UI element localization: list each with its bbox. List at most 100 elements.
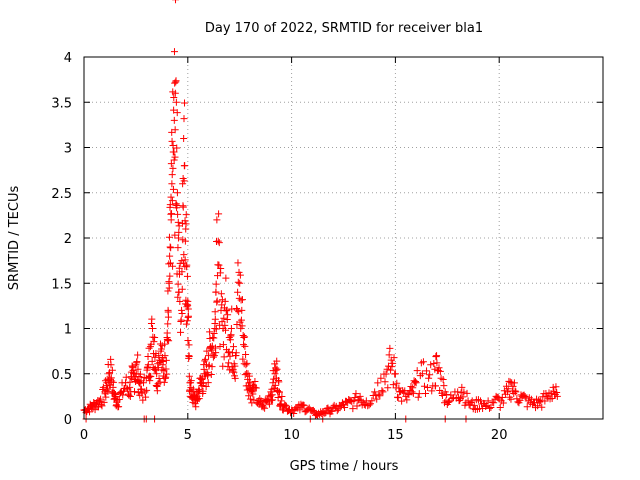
- data-point: [548, 395, 556, 403]
- data-point: [275, 388, 283, 396]
- data-point: [536, 398, 544, 406]
- data-point: [487, 403, 495, 411]
- data-point: [484, 397, 492, 405]
- data-point: [309, 406, 317, 414]
- data-point: [541, 397, 549, 405]
- data-point: [511, 387, 519, 395]
- data-point: [371, 388, 379, 396]
- data-point: [227, 331, 235, 339]
- data-point: [134, 351, 142, 359]
- data-point: [251, 378, 259, 386]
- data-point: [142, 393, 150, 401]
- data-point: [516, 396, 524, 404]
- data-point: [171, 153, 179, 161]
- data-point: [394, 394, 402, 402]
- data-point: [177, 316, 185, 324]
- data-point: [212, 325, 220, 333]
- data-point: [386, 344, 394, 352]
- data-point: [241, 342, 249, 350]
- y-tick-label: 2.5: [51, 187, 72, 202]
- data-point: [155, 352, 163, 360]
- data-point: [134, 365, 142, 373]
- data-point: [184, 312, 192, 320]
- data-point: [168, 210, 176, 218]
- data-point: [425, 374, 433, 382]
- data-point: [504, 388, 512, 396]
- data-point: [273, 365, 281, 373]
- data-point: [105, 370, 113, 378]
- data-point: [182, 211, 190, 219]
- data-point: [181, 162, 189, 170]
- data-point: [225, 359, 233, 367]
- data-point: [409, 389, 417, 397]
- data-point: [217, 264, 225, 272]
- data-point: [166, 272, 174, 280]
- data-point: [173, 109, 181, 117]
- data-point: [181, 237, 189, 245]
- data-point: [180, 115, 188, 123]
- data-point: [336, 402, 344, 410]
- data-point: [395, 384, 403, 392]
- data-point: [523, 403, 531, 411]
- data-point: [467, 398, 475, 406]
- data-point: [169, 141, 177, 149]
- data-point: [245, 392, 253, 400]
- data-point: [321, 409, 329, 417]
- chart-title: Day 170 of 2022, SRMTID for receiver bla…: [205, 21, 483, 36]
- data-point: [240, 334, 248, 342]
- data-point: [412, 379, 420, 387]
- data-point: [463, 389, 471, 397]
- data-point: [213, 216, 221, 224]
- data-point: [391, 370, 399, 378]
- data-point: [176, 298, 184, 306]
- data-point: [433, 359, 441, 367]
- data-point: [177, 328, 185, 336]
- data-point: [169, 262, 177, 270]
- data-point: [173, 202, 181, 210]
- data-point: [430, 359, 438, 367]
- data-point: [140, 379, 148, 387]
- data-point: [187, 377, 195, 385]
- data-point: [213, 298, 221, 306]
- data-point: [209, 353, 217, 361]
- data-point: [553, 392, 561, 400]
- data-point: [439, 376, 447, 384]
- data-point: [164, 287, 172, 295]
- data-point: [240, 341, 248, 349]
- data-point: [195, 395, 203, 403]
- data-point: [151, 353, 159, 361]
- data-point: [178, 268, 186, 276]
- data-point: [165, 284, 173, 292]
- data-point: [238, 322, 246, 330]
- data-point: [215, 210, 223, 218]
- data-point: [220, 314, 228, 322]
- data-point: [179, 180, 187, 188]
- data-point: [458, 383, 466, 391]
- data-point: [350, 397, 358, 405]
- data-point: [153, 370, 161, 378]
- data-point: [238, 306, 246, 314]
- data-point: [98, 402, 106, 410]
- data-point: [195, 386, 203, 394]
- data-point: [126, 378, 134, 386]
- data-point: [271, 381, 279, 389]
- data-point: [160, 378, 168, 386]
- data-point: [432, 382, 440, 390]
- y-tick-label: 0.5: [51, 368, 72, 383]
- data-point: [165, 337, 173, 345]
- data-point: [366, 400, 374, 408]
- data-point: [418, 370, 426, 378]
- data-point: [413, 367, 421, 375]
- y-tick-label: 2: [64, 232, 72, 247]
- data-point: [409, 384, 417, 392]
- data-point: [175, 288, 183, 296]
- data-point: [379, 388, 387, 396]
- data-point: [171, 231, 179, 239]
- data-point: [235, 308, 243, 316]
- data-point: [496, 404, 504, 412]
- x-tick-label: 10: [283, 428, 300, 443]
- data-point: [426, 371, 434, 379]
- data-point: [152, 382, 160, 390]
- data-point: [222, 326, 230, 334]
- data-point: [163, 329, 171, 337]
